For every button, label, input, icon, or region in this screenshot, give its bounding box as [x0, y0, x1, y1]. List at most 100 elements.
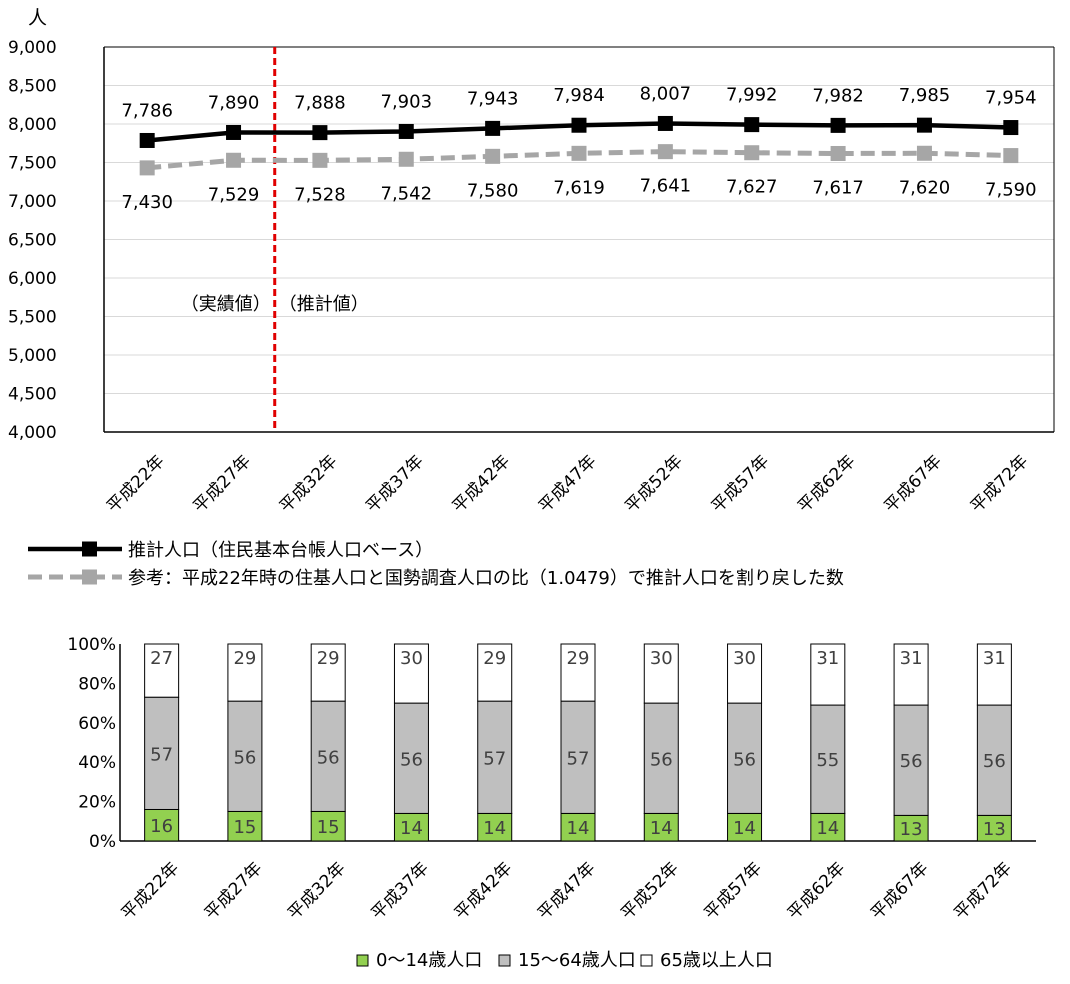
data-label: 7,590: [985, 180, 1037, 201]
bar-value-label: 14: [483, 818, 506, 839]
data-point-marker: [830, 145, 846, 161]
data-label: 7,529: [208, 184, 260, 205]
y-tick-label: 4,000: [8, 423, 57, 443]
y-tick-label: 7,000: [8, 192, 57, 212]
x-tick-label: 平成37年: [367, 858, 433, 924]
y-tick-label: 8,000: [8, 115, 57, 135]
bar-value-label: 57: [150, 744, 173, 765]
x-tick-label: 平成57年: [708, 451, 774, 517]
x-tick-label: 平成47年: [535, 451, 601, 517]
bar-segment: [893, 704, 929, 816]
x-tick-label: 平成32年: [276, 451, 342, 517]
bar-segment: [976, 814, 1012, 842]
estimated-values-label: （推計値）: [279, 294, 369, 315]
bar-value-label: 31: [816, 648, 839, 669]
data-label: 7,954: [985, 88, 1037, 109]
data-label: 7,528: [294, 184, 346, 205]
x-tick-label: 平成52年: [621, 451, 687, 517]
x-tick-label: 平成67年: [880, 451, 946, 517]
data-point-marker: [485, 120, 501, 136]
bar-segment: [144, 696, 180, 810]
bar-segment: [976, 643, 1012, 706]
bar-value-label: 56: [317, 747, 340, 768]
legend-label: 参考：平成22年時の住基人口と国勢調査人口の比（1.0479）で推計人口を割り戻…: [128, 568, 844, 589]
bar-segment: [727, 643, 763, 704]
data-point-marker: [657, 115, 673, 131]
bar-value-label: 13: [983, 819, 1006, 840]
data-label: 7,580: [467, 180, 519, 201]
bar-segment: [560, 700, 596, 814]
x-tick-label: 平成22年: [118, 858, 184, 924]
bar-segment: [560, 643, 596, 702]
legend-marker-swatch: [82, 569, 97, 585]
y-tick-label: 100%: [67, 635, 116, 655]
y-tick-label: 5,000: [8, 346, 57, 366]
bar-segment: [560, 812, 596, 842]
bar-value-label: 57: [567, 748, 590, 769]
data-point-marker: [1003, 148, 1019, 164]
bar-segment: [976, 704, 1012, 816]
y-tick-label: 5,500: [8, 308, 57, 328]
bar-segment: [144, 643, 180, 698]
y-tick-label: 8,500: [8, 77, 57, 97]
bar-segment: [477, 700, 513, 814]
y-tick-label: 6,500: [8, 231, 57, 251]
data-label: 7,627: [726, 177, 778, 198]
bar-segment: [727, 702, 763, 814]
x-tick-label: 平成27年: [201, 858, 267, 924]
x-tick-label: 平成62年: [784, 858, 850, 924]
bar-segment: [810, 812, 846, 842]
bar-value-label: 57: [483, 748, 506, 769]
x-tick-label: 平成42年: [449, 451, 515, 517]
data-label: 7,786: [121, 100, 173, 121]
data-label: 7,943: [467, 88, 519, 109]
bar-value-label: 29: [317, 648, 340, 669]
legend-label: 65歳以上人口: [660, 950, 773, 971]
bar-value-label: 56: [400, 749, 423, 770]
y-tick-label: 0%: [89, 832, 116, 852]
y-tick-label: 40%: [78, 753, 116, 773]
data-label: 7,984: [553, 85, 605, 106]
data-point-marker: [830, 117, 846, 133]
bar-value-label: 56: [900, 751, 923, 772]
bar-value-label: 30: [650, 648, 673, 669]
x-tick-label: 平成72年: [950, 858, 1016, 924]
bar-value-label: 14: [567, 818, 590, 839]
bar-value-label: 29: [483, 648, 506, 669]
x-tick-label: 平成37年: [362, 451, 428, 517]
bar-value-label: 14: [400, 818, 423, 839]
bar-value-label: 55: [816, 750, 839, 771]
legend-label: 15〜64歳人口: [518, 950, 636, 971]
bar-segment: [393, 643, 429, 704]
data-point-marker: [226, 124, 242, 140]
data-label: 7,617: [812, 177, 864, 198]
bar-segment: [393, 812, 429, 842]
legend-swatch: [356, 954, 369, 967]
legend-label: 0〜14歳人口: [376, 950, 482, 971]
bar-value-label: 16: [150, 816, 173, 837]
x-tick-label: 平成72年: [967, 451, 1033, 517]
bar-value-label: 27: [150, 648, 173, 669]
data-label: 7,903: [381, 91, 433, 112]
data-point-marker: [1003, 120, 1019, 136]
legend-marker-swatch: [82, 541, 97, 557]
data-point-marker: [398, 123, 414, 139]
bar-segment: [477, 643, 513, 702]
y-tick-label: 9,000: [8, 38, 57, 58]
bar-segment: [810, 704, 846, 814]
data-point-marker: [398, 151, 414, 167]
data-point-marker: [139, 132, 155, 148]
bar-segment: [310, 700, 346, 812]
data-point-marker: [916, 145, 932, 161]
bar-value-label: 30: [733, 648, 756, 669]
y-tick-label: 4,500: [8, 385, 57, 405]
data-point-marker: [744, 145, 760, 161]
data-point-marker: [657, 144, 673, 160]
data-point-marker: [485, 148, 501, 164]
bar-segment: [144, 808, 180, 842]
actual-values-label: （実績値）: [181, 294, 271, 315]
bar-value-label: 30: [400, 648, 423, 669]
bar-value-label: 31: [900, 648, 923, 669]
data-point-marker: [226, 152, 242, 168]
